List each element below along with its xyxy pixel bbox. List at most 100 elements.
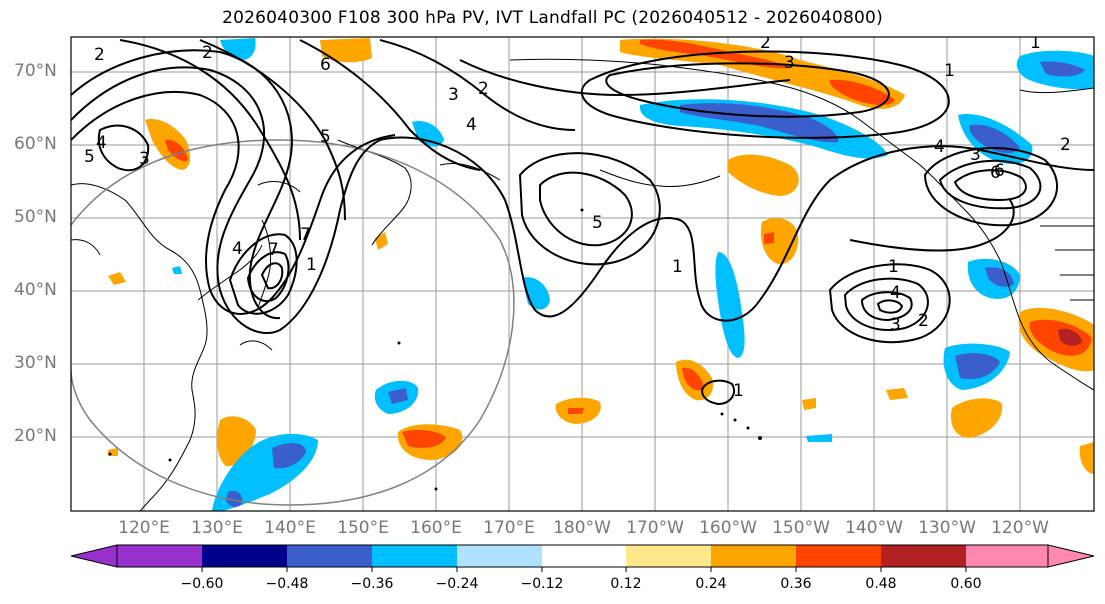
colorbar-segment: [966, 545, 1048, 567]
anomaly-positive: [728, 154, 799, 196]
anomaly-positive: [568, 408, 584, 414]
contour-label: 5: [84, 147, 95, 167]
anomaly-negative: [1040, 61, 1085, 77]
anomaly-negative: [220, 38, 256, 61]
lat-label: 50°N: [14, 207, 57, 227]
contour-label: 1: [672, 257, 683, 277]
anomaly-negative: [969, 124, 1020, 154]
contour-label: 2: [918, 311, 929, 331]
colorbar-tick-label: −0.36: [350, 576, 394, 592]
anomaly-positive: [1058, 328, 1082, 346]
colorbar-segment: [796, 545, 881, 567]
lon-label: 160°E: [410, 518, 462, 538]
contour-label: 5: [320, 127, 331, 147]
contour-label: 6: [994, 161, 1005, 181]
lon-label: 180°W: [553, 518, 611, 538]
anomaly-positive: [320, 38, 372, 63]
contour-label: 4: [890, 283, 901, 303]
lat-label: 30°N: [14, 353, 57, 373]
lon-label: 140°E: [264, 518, 316, 538]
colorbar-tick-label: 0.12: [610, 576, 642, 592]
lon-label: 170°W: [626, 518, 684, 538]
map-title: 2026040300 F108 300 hPa PV, IVT Landfall…: [222, 8, 883, 28]
anomaly-positive: [760, 218, 799, 265]
colorbar-tick-label: −0.48: [265, 576, 309, 592]
colorbar-segment: [626, 545, 711, 567]
colorbar-segment: [542, 545, 626, 567]
contour-label: 3: [139, 149, 150, 169]
anomaly-positive: [886, 388, 908, 400]
colorbar-tick-label: −0.60: [180, 576, 224, 592]
contour-label: 2: [202, 43, 213, 63]
colorbar-segment: [117, 545, 202, 567]
lon-label: 120°W: [991, 518, 1049, 538]
lat-label: 70°N: [14, 61, 57, 81]
anomaly-negative: [715, 252, 745, 358]
contour-label: 1: [944, 61, 955, 81]
anomaly-negative: [272, 443, 306, 469]
anomaly-negative: [226, 490, 243, 507]
anomaly-negative: [172, 266, 182, 274]
anomaly-negative: [806, 434, 832, 442]
contour-label: 2: [1060, 135, 1071, 155]
contour-label: 2: [478, 79, 489, 99]
lat-label: 40°N: [14, 280, 57, 300]
colorbar-tick-label: 0.60: [950, 576, 982, 592]
lon-label: 160°W: [699, 518, 757, 538]
anomaly-negative: [412, 120, 444, 147]
colorbar-tick-label: −0.12: [520, 576, 564, 592]
contour-label: 4: [232, 239, 243, 259]
contour-label: 6: [320, 55, 331, 75]
contour-label: 3: [970, 145, 981, 165]
anomaly-positive: [402, 430, 446, 448]
anomaly-negative: [985, 267, 1014, 287]
anomaly-negative: [388, 388, 408, 404]
contour-label: 4: [934, 137, 945, 157]
colorbar-segment: [881, 545, 966, 567]
contour-label: 2: [760, 33, 771, 53]
anomaly-positive: [375, 232, 388, 250]
anomaly-positive: [165, 139, 188, 162]
contour-label: 4: [96, 133, 107, 153]
contour-label: 3: [448, 85, 459, 105]
colorbar-tick-label: 0.36: [780, 576, 812, 592]
anomaly-positive: [1079, 442, 1094, 474]
anomaly-positive: [802, 398, 816, 410]
colorbar-segment: [287, 545, 372, 567]
colorbar-extend-low: [70, 544, 118, 568]
map-frame: [70, 36, 1095, 512]
lon-label: 140°W: [845, 518, 903, 538]
colorbar-segment: [457, 545, 542, 567]
colorbar-tick-label: 0.24: [695, 576, 727, 592]
anomaly-positive: [764, 232, 774, 244]
lat-label: 20°N: [14, 426, 57, 446]
lon-label: 130°W: [918, 518, 976, 538]
lon-label: 150°W: [772, 518, 830, 538]
contour-label: 3: [784, 53, 795, 73]
anomaly-negative: [955, 353, 1000, 380]
anomaly-positive: [108, 272, 126, 285]
contour-label: 4: [466, 115, 477, 135]
colorbar: [70, 544, 1095, 572]
contour-label: 1: [888, 257, 899, 277]
contour-label: 1: [733, 381, 744, 401]
lon-label: 170°E: [483, 518, 535, 538]
contour-label: 1: [306, 255, 317, 275]
lat-label: 60°N: [14, 134, 57, 154]
anomaly-positive: [950, 398, 1003, 438]
anomaly-positive: [682, 367, 704, 391]
radius-circle: [71, 139, 515, 506]
lon-label: 130°E: [191, 518, 243, 538]
lon-label: 120°E: [118, 518, 170, 538]
colorbar-segment: [372, 545, 457, 567]
lon-label: 150°E: [337, 518, 389, 538]
contour-label: 3: [890, 315, 901, 335]
colorbar-segment: [202, 545, 287, 567]
islands: [108, 208, 762, 491]
colorbar-frame: [116, 544, 1049, 568]
contour-label: 1: [1030, 33, 1041, 53]
contour-label: 7: [268, 240, 279, 260]
pv-contours: [71, 39, 1094, 406]
anomaly-positive: [829, 79, 895, 106]
